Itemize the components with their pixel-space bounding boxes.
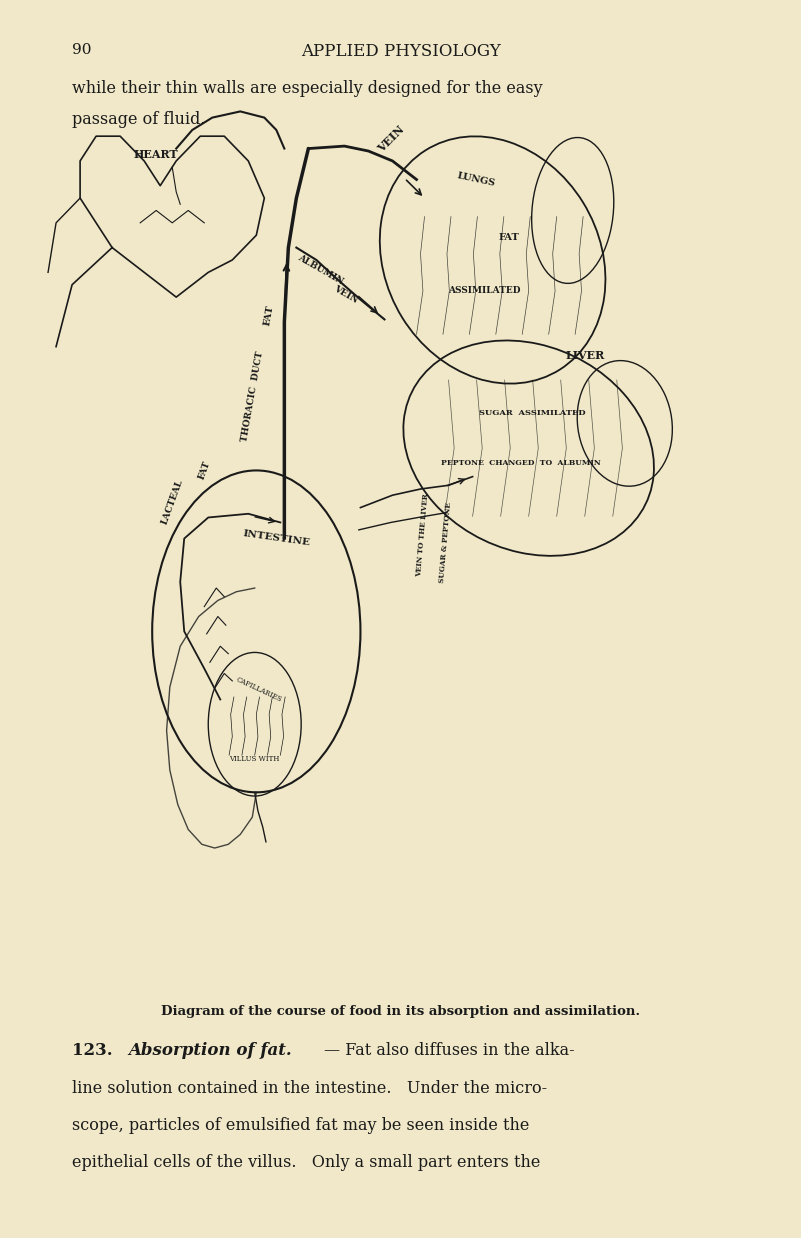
Text: PEPTONE  CHANGED  TO  ALBUMIN: PEPTONE CHANGED TO ALBUMIN xyxy=(441,459,601,467)
Text: while their thin walls are especially designed for the easy: while their thin walls are especially de… xyxy=(72,80,543,98)
Text: LUNGS: LUNGS xyxy=(457,171,497,188)
Text: 90: 90 xyxy=(72,43,91,57)
Text: ALBUMIN: ALBUMIN xyxy=(296,254,345,286)
Text: LIVER: LIVER xyxy=(565,350,605,360)
Text: CAPILLARIES: CAPILLARIES xyxy=(235,676,283,703)
Text: THORACIC  DUCT: THORACIC DUCT xyxy=(240,350,264,442)
Text: HEART: HEART xyxy=(134,150,179,160)
Text: VEIN: VEIN xyxy=(332,285,360,305)
Text: Diagram of the course of food in its absorption and assimilation.: Diagram of the course of food in its abs… xyxy=(161,1005,640,1019)
Text: ASSIMILATED: ASSIMILATED xyxy=(449,286,521,296)
Text: line solution contained in the intestine.   Under the micro-: line solution contained in the intestine… xyxy=(72,1080,547,1097)
Text: APPLIED PHYSIOLOGY: APPLIED PHYSIOLOGY xyxy=(300,43,501,61)
Text: FAT: FAT xyxy=(263,305,276,327)
Text: VEIN: VEIN xyxy=(376,124,406,154)
Text: — Fat also diffuses in the alka-: — Fat also diffuses in the alka- xyxy=(324,1042,575,1060)
Text: 123.: 123. xyxy=(72,1042,113,1060)
Text: FAT: FAT xyxy=(498,233,519,243)
Text: epithelial cells of the villus.   Only a small part enters the: epithelial cells of the villus. Only a s… xyxy=(72,1154,541,1171)
Text: LACTEAL: LACTEAL xyxy=(160,478,184,525)
Text: FAT: FAT xyxy=(197,459,211,482)
Text: SUGAR  ASSIMILATED: SUGAR ASSIMILATED xyxy=(479,410,586,417)
Text: INTESTINE: INTESTINE xyxy=(242,530,311,547)
Text: scope, particles of emulsified fat may be seen inside the: scope, particles of emulsified fat may b… xyxy=(72,1117,529,1134)
Text: passage of fluid.: passage of fluid. xyxy=(72,111,206,129)
Text: SUGAR & PEPTONE: SUGAR & PEPTONE xyxy=(438,501,453,583)
Text: VILLUS WITH: VILLUS WITH xyxy=(230,755,280,763)
Text: Absorption of fat.: Absorption of fat. xyxy=(128,1042,292,1060)
Text: VEIN TO THE LIVER: VEIN TO THE LIVER xyxy=(415,493,431,577)
